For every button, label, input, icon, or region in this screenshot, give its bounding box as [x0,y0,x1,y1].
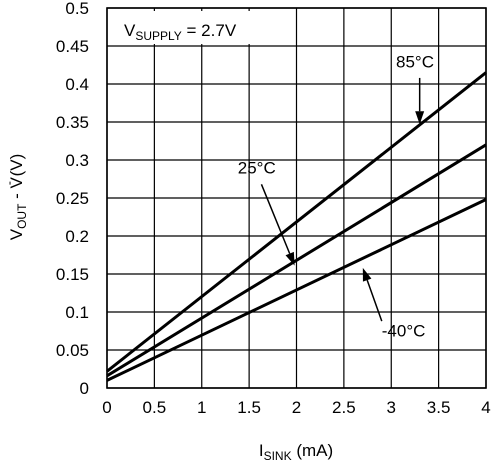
series-arrow-shaft [366,279,383,322]
series-labels: 85°C 25°C -40°C [238,52,434,340]
series-label: 85°C [396,52,434,71]
y-tick-label: 0.3 [65,151,89,170]
x-tick-label: 2 [292,398,301,417]
series-arrow-head [362,267,372,282]
x-tick-label: 1.5 [237,398,261,417]
series-label: -40°C [382,321,426,340]
annotation: VSUPPLY = 2.7V [124,21,237,43]
x-tick-label: 2.5 [332,398,356,417]
x-tick-label: 0.5 [143,398,167,417]
y-tick-label: 0.2 [65,227,89,246]
x-tick-label: 4 [481,398,490,417]
x-axis-label: ISINK (mA) [259,441,333,463]
series-arrow-head [285,251,295,266]
x-tick-label: 1 [197,398,206,417]
x-tick-label: 3.5 [427,398,451,417]
x-tick-label: 0 [102,398,111,417]
x-tick-labels: 0 0.5 1 1.5 2 2.5 3 3.5 4 [102,398,490,417]
series-line-2 [106,198,487,382]
y-tick-label: 0.05 [56,341,89,360]
y-tick-label: 0.25 [56,189,89,208]
y-tick-labels: 0 0.05 0.1 0.15 0.2 0.25 0.3 0.35 0.4 0.45 0.5 [56,0,89,398]
series-lines [106,71,487,382]
series-arrow-shaft [260,184,291,254]
series-label: 25°C [238,159,276,178]
y-tick-label: 0.1 [65,303,89,322]
series-line-0 [106,71,487,373]
y-tick-label: 0.45 [56,37,89,56]
y-tick-label: 0.5 [65,0,89,18]
x-tick-label: 3 [387,398,396,417]
series-arrow-head [415,111,425,125]
series-line-1 [106,143,487,378]
y-axis-label: VOUT - V- (V) [2,154,29,241]
series-arrows [260,77,425,322]
y-tick-label: 0.35 [56,113,89,132]
annotation-box [111,11,283,44]
y-tick-label: 0.15 [56,265,89,284]
y-tick-label: 0.4 [65,75,89,94]
y-tick-label: 0 [80,379,89,398]
plot-frame [106,7,487,389]
